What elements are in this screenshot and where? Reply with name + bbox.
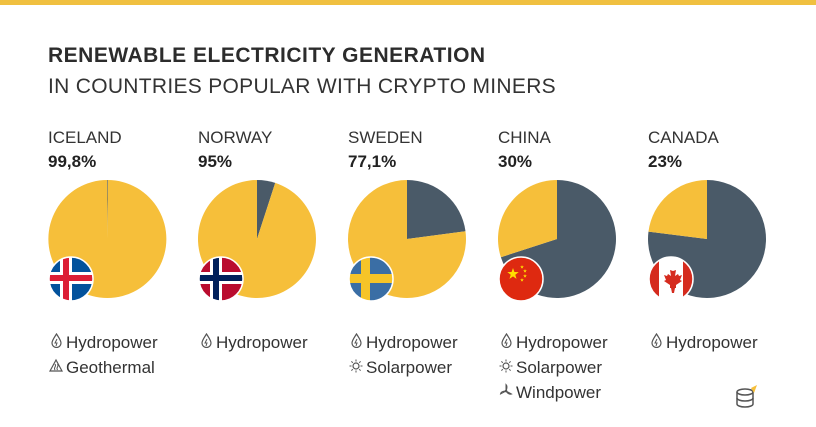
flag-ring [198, 256, 244, 302]
energy-source-label: Geothermal [66, 358, 155, 377]
pie-slice-renewable [498, 180, 557, 258]
flag-ring [48, 256, 94, 302]
chart-title: RENEWABLE ELECTRICITY GENERATION [48, 44, 486, 67]
pie-slice-non-renewable [407, 180, 466, 239]
country-name: CANADA [648, 128, 719, 147]
pie-chart [198, 180, 316, 302]
wind-icon [498, 381, 514, 406]
country-name: NORWAY [198, 128, 273, 147]
country-name: SWEDEN [348, 128, 423, 147]
chart-subtitle: IN COUNTRIES POPULAR WITH CRYPTO MINERS [48, 75, 556, 98]
pie-slice-non-renewable [257, 180, 276, 239]
droplet-icon [498, 331, 514, 356]
droplet-icon [48, 331, 64, 356]
sweden-flag [349, 257, 393, 301]
energy-source-item: Hydropower [498, 330, 608, 355]
pie-chart [348, 180, 467, 302]
country-panel-norway: NORWAY 95% Hydropower [198, 128, 348, 418]
renewable-percent-label: 30% [498, 152, 533, 171]
geothermal-icon [48, 356, 64, 381]
sun-icon [348, 356, 364, 381]
energy-source-label: Solarpower [516, 358, 602, 377]
renewable-percent-label: 23% [648, 152, 683, 171]
flag-ring [348, 256, 394, 302]
energy-source-label: Hydropower [366, 333, 458, 352]
energy-source-label: Hydropower [516, 333, 608, 352]
pie-chart [48, 180, 167, 302]
canada-flag [649, 257, 693, 301]
energy-source-item: Hydropower [348, 330, 458, 355]
energy-source-item: Hydropower [48, 330, 158, 355]
energy-source-label: Hydropower [66, 333, 158, 352]
droplet-icon [198, 331, 214, 356]
energy-source-item: Hydropower [198, 330, 308, 355]
pie-chart [648, 180, 767, 302]
country-panel-china: CHINA 30% Hydropower Solarpower Windpower [498, 128, 648, 418]
sun-icon [498, 356, 514, 381]
country-panel-sweden: SWEDEN 77,1% Hydropower Solarpower [348, 128, 498, 418]
energy-source-item: Hydropower [648, 330, 758, 355]
energy-source-item: Solarpower [498, 355, 608, 380]
renewable-percent-label: 99,8% [48, 152, 97, 171]
norway-flag [199, 257, 243, 301]
energy-source-label: Hydropower [216, 333, 308, 352]
flag-ring [648, 256, 694, 302]
energy-source-item: Geothermal [48, 355, 158, 380]
energy-source-list: Hydropower Geothermal [48, 330, 158, 380]
energy-source-list: Hydropower Solarpower [348, 330, 458, 380]
pie-slice-renewable [648, 180, 707, 239]
droplet-icon [648, 331, 664, 356]
country-name: ICELAND [48, 128, 122, 147]
energy-source-list: Hydropower [648, 330, 758, 355]
country-name: CHINA [498, 128, 551, 147]
renewable-percent-label: 95% [198, 152, 233, 171]
flag-ring [498, 256, 544, 302]
country-panel-canada: CANADA 23% Hydropower [648, 128, 798, 418]
renewable-percent-label: 77,1% [348, 152, 397, 171]
logo-icon [736, 385, 757, 408]
pie-chart [498, 180, 617, 302]
china-flag [499, 257, 543, 301]
energy-source-item: Windpower [498, 380, 608, 405]
energy-source-item: Solarpower [348, 355, 458, 380]
energy-source-list: Hydropower Solarpower Windpower [498, 330, 608, 405]
country-panel-iceland: ICELAND 99,8% Hydropower Geothermal [48, 128, 198, 418]
energy-source-label: Solarpower [366, 358, 452, 377]
iceland-flag [49, 257, 93, 301]
energy-source-list: Hydropower [198, 330, 308, 355]
top-accent-bar [0, 0, 816, 5]
energy-source-label: Windpower [516, 383, 602, 402]
energy-source-label: Hydropower [666, 333, 758, 352]
droplet-icon [348, 331, 364, 356]
